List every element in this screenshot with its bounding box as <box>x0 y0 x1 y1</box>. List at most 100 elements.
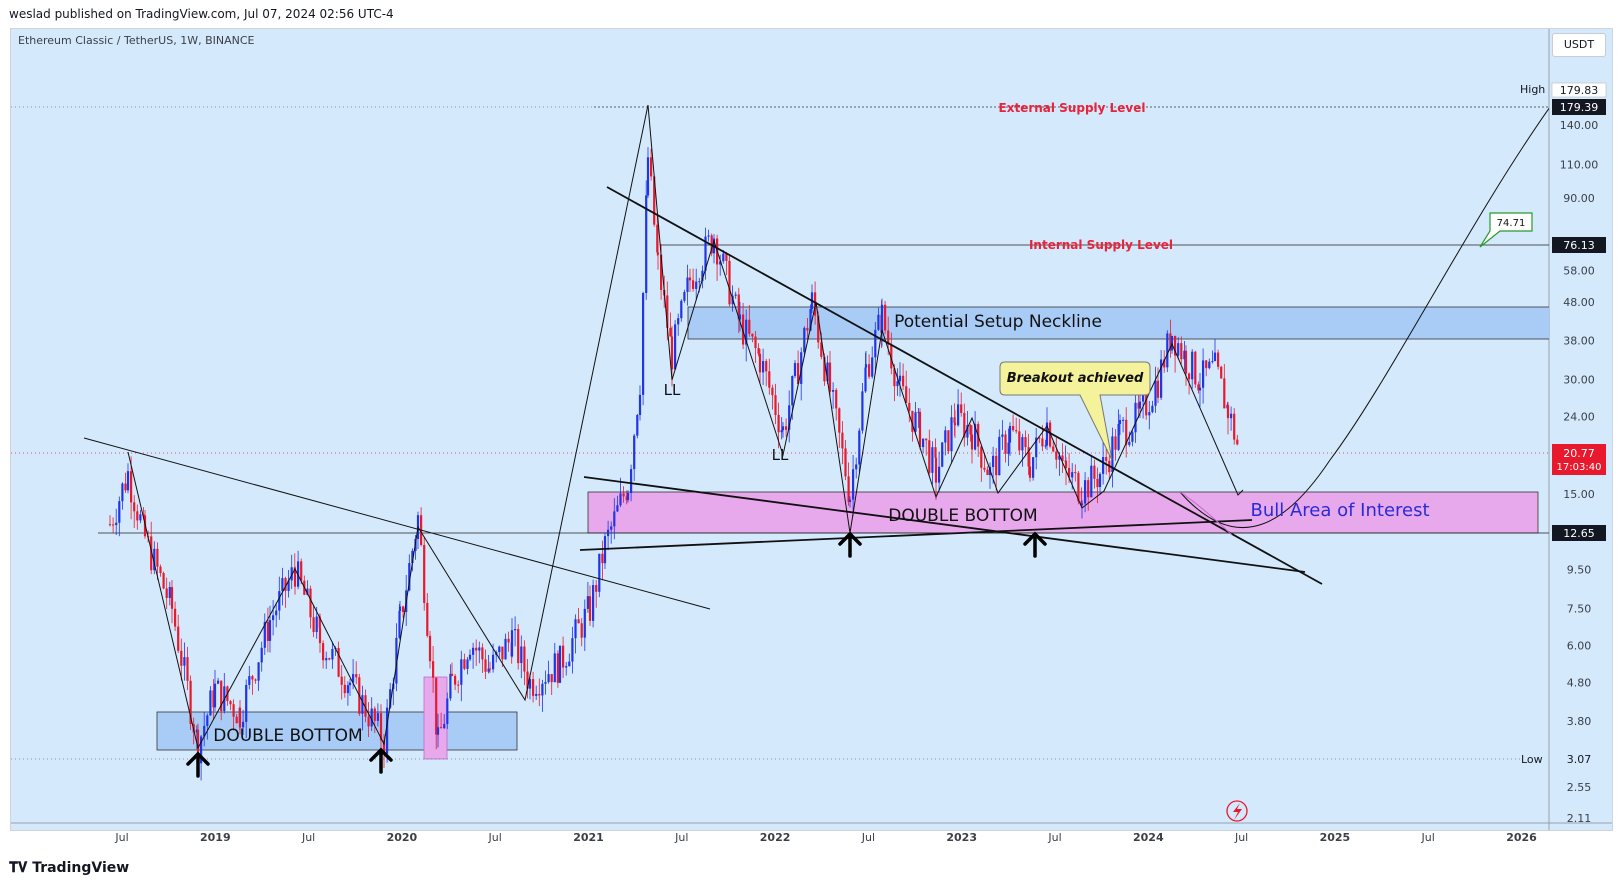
candle-body <box>174 608 177 627</box>
candle-body <box>463 659 466 669</box>
candle-body <box>266 621 269 641</box>
candle-body <box>460 659 463 685</box>
candle-body <box>1156 380 1160 398</box>
candles-group <box>108 147 1239 781</box>
publish-caption: weslad published on TradingView.com, Jul… <box>9 7 394 21</box>
candle-body <box>1122 419 1125 421</box>
candle-body <box>574 619 577 639</box>
candle-body <box>701 270 704 282</box>
candle-body <box>432 661 435 678</box>
candle-body <box>986 469 989 476</box>
chart-area[interactable] <box>10 28 1613 831</box>
candle-body <box>364 695 367 717</box>
x-tick-label: 2021 <box>573 831 604 844</box>
candle-body <box>379 713 383 741</box>
candle-body <box>423 544 426 603</box>
candle-body <box>217 680 220 684</box>
candle-body <box>520 646 523 664</box>
candle-body <box>941 442 944 467</box>
ll-label-2: LL <box>772 446 789 464</box>
candle-body <box>395 637 398 684</box>
candle-body <box>170 587 174 609</box>
candle-body <box>858 430 861 465</box>
candle-body <box>838 408 841 433</box>
candle-body <box>905 386 908 403</box>
x-tick-label: 2019 <box>200 831 231 844</box>
candle-body <box>526 671 529 689</box>
tradingview-logo[interactable]: 𝐓𝐕 TradingView <box>9 860 129 876</box>
candle-body <box>922 438 925 448</box>
candle-body <box>983 467 986 470</box>
candle-body <box>1087 480 1090 498</box>
candle-body <box>758 353 762 373</box>
candle-body <box>1004 434 1007 454</box>
candle-body <box>1096 478 1099 488</box>
currency-button[interactable]: USDT <box>1552 33 1606 57</box>
candle-body <box>389 689 392 708</box>
candle-body <box>1117 423 1120 450</box>
candle-body <box>738 314 742 320</box>
candle-body <box>797 363 800 384</box>
candle-body <box>203 725 206 737</box>
candle-body <box>242 721 245 728</box>
candle-body <box>468 654 472 660</box>
candle-body <box>1008 426 1012 443</box>
x-tick-label: 2023 <box>946 831 977 844</box>
candle-body <box>848 499 852 502</box>
candle-body <box>841 432 844 449</box>
candle-body <box>229 701 232 705</box>
candle-body <box>484 659 487 672</box>
candle-body <box>156 548 159 567</box>
x-tick-label: 2024 <box>1133 831 1164 844</box>
candle-body <box>934 457 938 483</box>
lightning-icon[interactable] <box>1226 800 1248 822</box>
candle-body <box>1184 350 1188 374</box>
candle-body <box>626 493 630 501</box>
candle-body <box>771 387 774 396</box>
ll-label-1: LL <box>664 381 681 399</box>
candle-body <box>370 708 373 727</box>
candle-body <box>115 522 118 525</box>
candle-body <box>911 410 914 432</box>
candle-body <box>532 679 535 696</box>
candle-body <box>918 411 922 448</box>
candle-body <box>1211 361 1214 363</box>
candle-body <box>947 430 950 452</box>
candle-body <box>1074 472 1077 474</box>
candle-body <box>638 394 642 416</box>
candle-body <box>765 361 768 372</box>
candle-body <box>343 684 346 694</box>
y-tick-label: 4.80 <box>1567 676 1592 689</box>
candle-body <box>728 260 731 305</box>
candle-body <box>504 638 507 660</box>
candle-body <box>386 707 389 754</box>
candle-body <box>322 643 325 661</box>
candle-body <box>817 315 820 343</box>
lower-trendline <box>583 476 1306 573</box>
candle-body <box>580 623 583 638</box>
candle-body <box>550 674 553 683</box>
candle-body <box>235 716 238 724</box>
candle-body <box>670 336 674 370</box>
candle-body <box>177 626 180 651</box>
candle-body <box>1180 343 1183 360</box>
candle-body <box>852 469 855 500</box>
candle-body <box>220 680 223 712</box>
candle-body <box>653 176 656 225</box>
projection-curve <box>1179 107 1549 529</box>
neckline-label: Potential Setup Neckline <box>894 312 1102 332</box>
candle-body <box>309 588 312 618</box>
x-tick-label: Jul <box>1047 831 1061 844</box>
x-tick-label: 2025 <box>1320 831 1351 844</box>
candle-body <box>139 514 142 521</box>
x-tick-label: Jul <box>1421 831 1435 844</box>
candle-body <box>1125 419 1128 445</box>
candle-body <box>1217 352 1220 367</box>
candle-body <box>133 502 136 512</box>
candle-body <box>206 715 209 726</box>
candle-body <box>466 659 469 669</box>
candle-body <box>788 405 791 430</box>
candle-body <box>165 588 168 598</box>
x-tick-label: Jul <box>301 831 315 844</box>
